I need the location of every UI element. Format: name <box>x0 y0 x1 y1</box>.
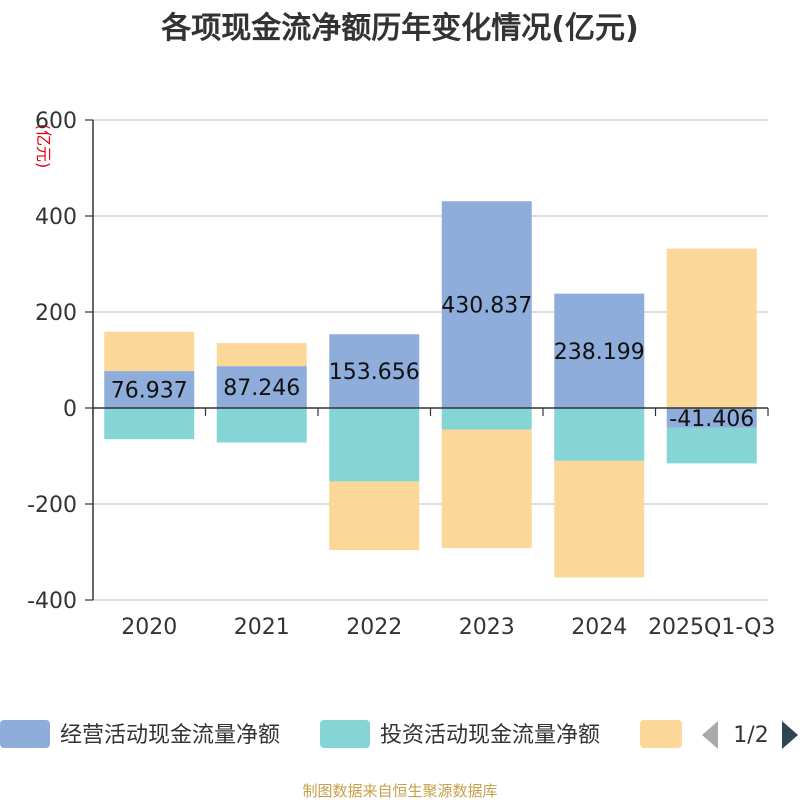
bar-series1-2021[interactable] <box>216 408 307 443</box>
bar-series0-2022[interactable] <box>329 334 420 408</box>
legend-swatch-investing[interactable] <box>320 720 370 748</box>
bar-series2-2021[interactable] <box>216 343 307 367</box>
legend-next-page-icon[interactable] <box>782 721 798 749</box>
bar-series0-2025Q1-Q3[interactable] <box>666 408 757 428</box>
x-tick-label: 2025Q1-Q3 <box>648 615 775 640</box>
bar-series1-2020[interactable] <box>104 408 195 440</box>
legend: 经营活动现金流量净额 投资活动现金流量净额 1/2 <box>0 720 798 749</box>
bar-series0-2023[interactable] <box>441 201 532 408</box>
source-note: 制图数据来自恒生聚源数据库 <box>302 782 497 800</box>
x-tick-label: 2024 <box>571 615 627 640</box>
bar-series0-2021[interactable] <box>216 366 307 408</box>
bars <box>104 201 757 578</box>
bar-series2-2024[interactable] <box>554 460 645 578</box>
bar-series0-2024[interactable] <box>554 293 645 408</box>
y-axis-unit-label: (亿元) <box>34 124 53 169</box>
legend-prev-page-icon[interactable] <box>702 721 718 749</box>
bar-series2-2020[interactable] <box>104 331 195 372</box>
bar-series2-2023[interactable] <box>441 429 532 549</box>
data-labels: 76.937 87.246 153.656 430.837 238.199 -41.406 <box>111 294 754 432</box>
data-label-2021: 87.246 <box>223 376 300 401</box>
bar-series2-2025Q1-Q3[interactable] <box>666 248 757 408</box>
y-tick-label: 200 <box>35 301 77 326</box>
y-tick-label: 400 <box>35 205 77 230</box>
bar-series1-2024[interactable] <box>554 408 645 461</box>
y-tick-label: 0 <box>63 397 77 422</box>
y-tick-label: -400 <box>27 589 77 614</box>
legend-swatch-operating[interactable] <box>0 720 50 748</box>
grid <box>93 119 768 601</box>
y-tick-label: 600 <box>35 109 77 134</box>
bar-series2-2022[interactable] <box>329 481 420 551</box>
legend-label-investing[interactable]: 投资活动现金流量净额 <box>380 723 600 748</box>
data-label-2024: 238.199 <box>554 340 645 365</box>
x-tick-label: 2022 <box>346 615 402 640</box>
chart-title: 各项现金流净额历年变化情况(亿元) <box>160 11 638 46</box>
bar-series1-2023[interactable] <box>441 408 532 430</box>
x-tick-label: 2021 <box>234 615 290 640</box>
legend-swatch-financing[interactable] <box>640 720 682 748</box>
data-label-2020: 76.937 <box>111 379 188 404</box>
bar-series1-2025Q1-Q3[interactable] <box>666 427 757 464</box>
legend-page-indicator: 1/2 <box>733 723 768 748</box>
bar-series0-2020[interactable] <box>104 371 195 408</box>
data-label-2025Q1-Q3: -41.406 <box>669 407 754 432</box>
x-tick-label: 2023 <box>459 615 515 640</box>
bar-series1-2022[interactable] <box>329 408 420 482</box>
data-label-2022: 153.656 <box>329 360 420 385</box>
y-tick-label: -200 <box>27 493 77 518</box>
legend-label-operating[interactable]: 经营活动现金流量净额 <box>60 723 280 748</box>
axes: -400 -200 0 200 400 600 2020 2021 2022 2023 2024 20… <box>27 109 775 640</box>
data-label-2023: 430.837 <box>441 294 532 319</box>
x-tick-label: 2020 <box>121 615 177 640</box>
